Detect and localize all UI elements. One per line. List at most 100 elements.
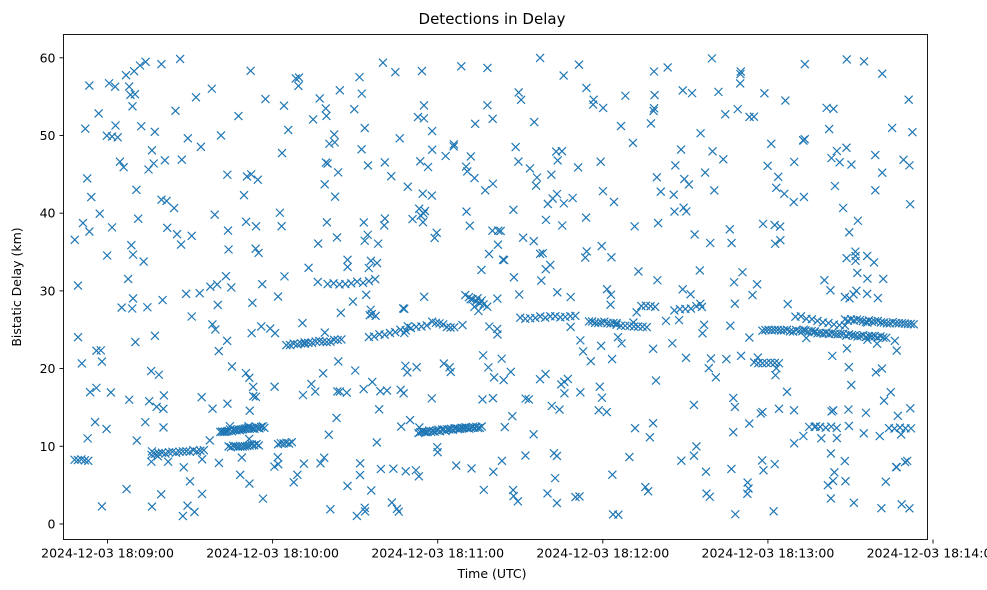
data-point [853, 216, 863, 226]
data-point [273, 292, 283, 301]
data-point [171, 448, 181, 458]
data-point [466, 152, 476, 161]
data-point [540, 313, 550, 323]
data-point [253, 175, 263, 185]
data-point [465, 221, 475, 231]
data-point [782, 387, 792, 397]
data-point [102, 251, 112, 260]
data-point [620, 321, 630, 331]
data-point [597, 241, 607, 251]
data-point [663, 63, 673, 72]
data-point [774, 358, 784, 368]
data-point [402, 368, 412, 377]
data-point [687, 88, 697, 98]
data-point [352, 277, 362, 287]
data-point [411, 465, 421, 475]
data-point [555, 405, 564, 414]
data-point [181, 446, 191, 456]
data-point [552, 189, 562, 199]
data-point [458, 320, 467, 330]
data-point [423, 162, 433, 172]
data-point [399, 388, 409, 398]
data-point [369, 332, 379, 341]
data-point [575, 492, 584, 501]
data-point [441, 151, 451, 161]
data-point [800, 59, 810, 69]
data-point [630, 221, 640, 231]
data-point [324, 430, 334, 440]
data-point [529, 429, 539, 439]
data-point [686, 304, 696, 313]
data-point [686, 289, 695, 299]
data-point [175, 54, 185, 64]
data-point [862, 289, 872, 299]
data-point [256, 422, 266, 432]
data-point [532, 173, 542, 182]
data-point [553, 156, 563, 165]
data-point [446, 323, 455, 333]
data-point [197, 392, 207, 402]
data-point [597, 393, 607, 403]
data-point [364, 263, 374, 273]
data-point [730, 509, 740, 519]
data-point [867, 331, 877, 341]
data-point [315, 94, 325, 103]
data-point [300, 338, 310, 347]
data-point [835, 157, 845, 167]
data-point [757, 456, 767, 465]
data-point [370, 274, 380, 284]
data-point [349, 104, 359, 114]
data-point [239, 190, 249, 200]
data-point [83, 433, 93, 443]
data-point [365, 310, 375, 320]
data-point [156, 489, 166, 499]
data-point [254, 248, 263, 258]
data-point [684, 180, 694, 189]
data-point [479, 485, 489, 495]
data-point [748, 290, 757, 300]
data-point [770, 239, 780, 249]
data-point [144, 396, 154, 406]
data-point [573, 162, 583, 172]
data-point [890, 336, 900, 346]
data-point [642, 322, 652, 332]
data-point [736, 67, 746, 77]
data-point [126, 90, 135, 100]
data-point [419, 292, 429, 302]
data-point [84, 81, 94, 90]
data-point [652, 275, 662, 285]
data-point [541, 215, 551, 225]
data-point [643, 486, 653, 496]
data-point [451, 461, 461, 470]
data-point [470, 119, 480, 129]
data-point [541, 369, 551, 379]
data-point [235, 470, 245, 480]
data-point [907, 127, 917, 137]
data-point [197, 454, 207, 464]
data-point [488, 467, 498, 477]
data-point [496, 226, 506, 236]
data-point [483, 362, 493, 372]
data-point [244, 434, 254, 444]
data-point [699, 320, 709, 330]
data-point [247, 328, 257, 338]
data-point [876, 331, 885, 341]
data-point [401, 325, 411, 335]
data-point [708, 146, 717, 156]
data-point [73, 332, 83, 342]
data-point [299, 459, 309, 469]
data-point [745, 112, 754, 122]
x-tick-label: 2024-12-03 18:14:00 [867, 546, 987, 561]
data-point [197, 489, 207, 499]
data-point [681, 353, 691, 363]
data-point [294, 73, 304, 82]
data-point [329, 335, 339, 345]
data-point [426, 427, 436, 437]
data-point [852, 268, 862, 278]
data-point [705, 492, 715, 502]
data-point [759, 88, 769, 98]
data-point [770, 220, 780, 230]
data-point [877, 168, 887, 178]
data-point [498, 255, 508, 265]
data-point [869, 257, 879, 267]
